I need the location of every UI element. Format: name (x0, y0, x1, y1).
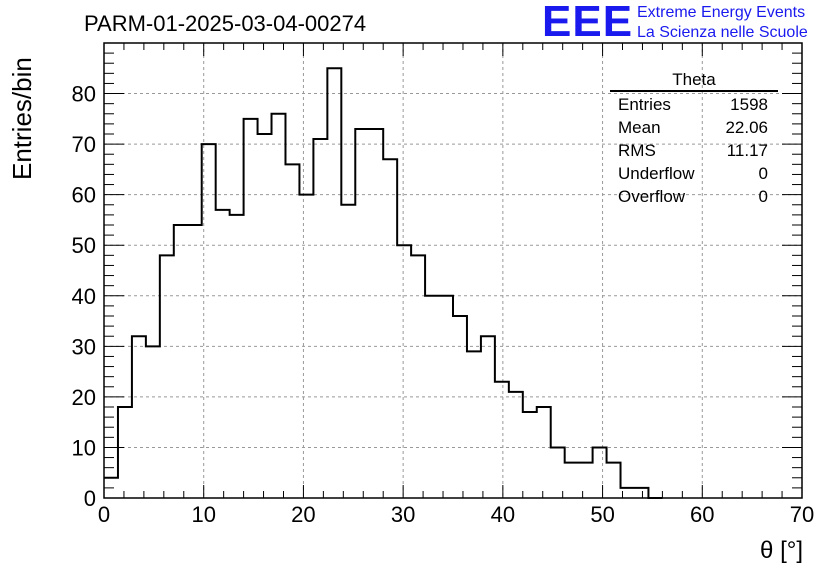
stats-row-rms: RMS 11.17 (610, 140, 778, 163)
logo-line-2: La Scienza nelle Scuole (637, 24, 808, 41)
histogram-series (104, 67, 663, 499)
stats-value: 1598 (730, 95, 768, 114)
y-tick-label: 70 (72, 132, 96, 157)
stats-divider (610, 90, 778, 92)
stats-row-mean: Mean 22.06 (610, 117, 778, 140)
y-tick-label: 10 (72, 435, 96, 460)
x-tick-label: 50 (590, 502, 614, 527)
y-tick-label: 40 (72, 284, 96, 309)
x-tick-label: 40 (491, 502, 515, 527)
stats-row-entries: Entries 1598 (610, 94, 778, 117)
y-tick-labels: 0 10 20 30 40 50 60 70 80 (72, 82, 96, 511)
stats-label: Entries (618, 95, 671, 114)
plot-frame (103, 42, 803, 499)
logo-line-1: Extreme Energy Events (637, 4, 806, 21)
stats-row-underflow: Underflow 0 (610, 163, 778, 186)
stats-label: Overflow (618, 187, 686, 206)
eee-logo-mark: EEE (542, 0, 634, 46)
stats-row-overflow: Overflow 0 (610, 186, 778, 209)
x-tick-labels: 0 10 20 30 40 50 60 70 (98, 502, 814, 527)
stats-label: RMS (618, 141, 656, 160)
stats-value: 0 (758, 187, 768, 206)
y-tick-label: 0 (84, 486, 96, 511)
x-axis-label: θ [°] (760, 537, 803, 564)
y-tick-label: 50 (72, 233, 96, 258)
x-tick-label: 20 (291, 502, 315, 527)
x-tick-label: 70 (790, 502, 814, 527)
y-tick-label: 30 (72, 334, 96, 359)
y-tick-label: 80 (72, 82, 96, 107)
stats-title: Theta (672, 70, 716, 89)
x-tick-label: 60 (690, 502, 714, 527)
stats-value: 0 (758, 164, 768, 183)
y-tick-label: 20 (72, 385, 96, 410)
x-tick-label: 0 (98, 502, 110, 527)
stats-box: Theta Entries 1598 Mean 22.06 RMS 11.17 … (610, 70, 778, 209)
x-tick-label: 30 (391, 502, 415, 527)
x-tick-label: 10 (191, 502, 215, 527)
y-tick-label: 60 (72, 183, 96, 208)
chart-title: PARM-01-2025-03-04-00274 (84, 11, 366, 36)
stats-value: 22.06 (725, 118, 768, 137)
stats-label: Mean (618, 118, 661, 137)
stats-label: Underflow (618, 164, 695, 183)
y-axis-label: Entries/bin (7, 57, 37, 180)
stats-value: 11.17 (726, 141, 768, 160)
